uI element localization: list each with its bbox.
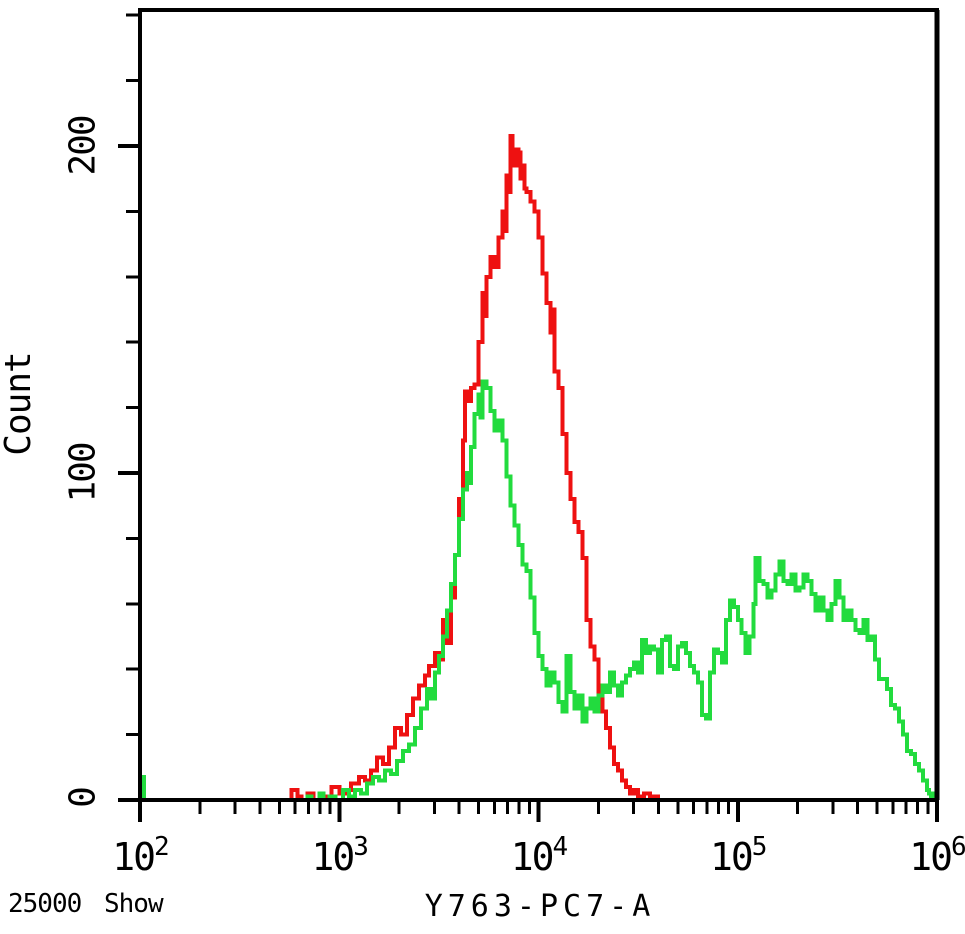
green-histogram <box>140 379 939 802</box>
x-tick-label: 105 <box>710 832 766 879</box>
y-tick-label-0: 0 <box>63 788 104 808</box>
y-axis-title: Count <box>0 352 39 455</box>
event-count-label: 25000 <box>8 889 81 919</box>
x-tick-label: 102 <box>112 832 168 879</box>
show-label: Show <box>104 889 164 919</box>
x-tick-label: 104 <box>511 832 568 879</box>
x-tick-label: 103 <box>312 832 368 879</box>
y-tick-label-200: 200 <box>63 116 104 175</box>
x-axis-title: Y763-PC7-A <box>425 889 656 924</box>
red-histogram <box>279 134 660 802</box>
x-tick-label: 106 <box>909 832 965 879</box>
y-tick-label-100: 100 <box>63 443 104 502</box>
